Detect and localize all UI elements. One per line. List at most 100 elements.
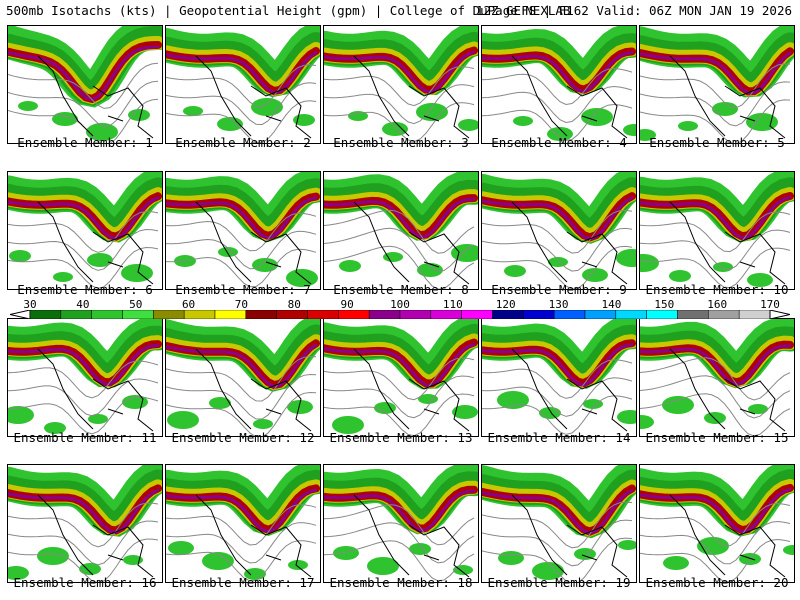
height-contour [640,81,791,127]
height-contour [640,538,791,582]
colorbar-segment [584,310,617,319]
ensemble-member-label: Ensemble Member: 2 [175,135,311,150]
colorbar-tick-label: 150 [654,298,675,311]
isotach-area [704,412,726,424]
ensemble-member-map [323,318,479,437]
coastline [511,55,628,139]
isotach-area [37,547,69,565]
isotach-area [678,121,698,131]
isotach-area [640,415,654,429]
ensemble-member-label: Ensemble Member: 12 [171,430,315,445]
ensemble-member-label: Ensemble Member: 11 [13,430,157,445]
ensemble-member-map [165,318,321,437]
height-contour [324,102,475,143]
model-run-info: 12Z GEFS | F162 Valid: 06Z MON JAN 19 20… [475,3,792,18]
height-contour [324,375,475,419]
isotach-area [18,101,38,111]
ensemble-member-label: Ensemble Member: 14 [487,430,631,445]
isotach-area [183,106,203,116]
isotach-area [504,265,526,277]
ensemble-member-label: Ensemble Member: 18 [329,575,473,590]
height-contour [640,375,791,419]
height-contour [640,211,791,253]
colorbar-segment [338,310,370,319]
height-contour [482,377,633,417]
isotach-area [513,116,533,126]
isotach-band [324,342,476,387]
ensemble-member-label: Ensemble Member: 4 [491,135,627,150]
isotach-band [324,197,476,239]
isotach-area [251,98,283,116]
colorbar-tick-label: 50 [129,298,143,311]
isotach-area [44,422,66,434]
colorbar-segment [183,310,216,319]
isotach-band [482,488,634,535]
height-contour [482,85,633,124]
ensemble-member-label: Ensemble Member: 1 [17,135,153,150]
height-contour [8,80,159,127]
ensemble-member-map [7,318,163,437]
colorbar-tick-label: 140 [601,298,622,311]
coastline [195,55,312,139]
isotach-area [747,273,773,287]
colorbar-segment [738,310,771,319]
ensemble-member-map [481,171,637,290]
isotach-area [498,551,524,565]
colorbar-segment [708,310,740,319]
ensemble-member-map [165,464,321,583]
height-contour [324,245,475,289]
isotach-area [88,414,108,424]
colorbar-tick-label: 60 [181,298,196,311]
ensemble-member-map [481,25,637,144]
colorbar-tick-label: 120 [495,298,516,311]
isotach-area [623,124,636,136]
colorbar-tick-label: 110 [442,298,463,311]
isotach-area [348,111,368,121]
isotach-area [367,557,399,575]
colorbar-segment [430,310,462,319]
colorbar-segment [492,310,524,319]
ensemble-member-map [165,25,321,144]
height-contour [640,393,791,436]
ensemble-member-map [165,171,321,290]
ensemble-member-map [323,25,479,144]
ensemble-member-label: Ensemble Member: 16 [13,575,157,590]
height-contour [324,504,475,546]
height-contour [166,504,317,546]
isotach-band [8,196,160,240]
height-contour [324,540,475,582]
height-contour [482,245,633,289]
height-contour [482,537,633,582]
ensemble-member-map [481,464,637,583]
height-contour [8,210,159,253]
height-contour [8,228,159,271]
ensemble-member-map [7,171,163,290]
height-contour [166,64,317,108]
isotach-area [167,411,199,429]
isotach-band [640,344,792,386]
height-contour [482,501,633,549]
ensemble-member-map [323,464,479,583]
isotach-band [8,343,160,386]
height-contour [324,66,475,107]
colorbar-segment [523,310,555,319]
ensemble-member-map [7,25,163,144]
isotach-area [332,416,364,434]
height-contour [640,247,791,289]
isotach-area [458,119,478,131]
isotach-area [339,260,361,272]
height-contour [482,395,633,435]
coastline [511,201,628,285]
isotach-area [662,396,694,414]
height-contour [482,67,633,106]
isotach-area [286,269,318,287]
isotach-area [53,272,73,282]
ensemble-member-label: Ensemble Member: 9 [491,282,627,297]
colorbar-tick-label: 40 [76,298,90,311]
colorbar-tick-label: 90 [340,298,354,311]
isotach-band [324,50,476,94]
isotach-area [669,270,691,282]
isotach-colorbar: 30 40 50 60 70 80 90 100 110 120 130 140 150 160 170 [10,298,790,322]
isotach-area [252,258,278,272]
colorbar-left-arrow [10,310,31,319]
